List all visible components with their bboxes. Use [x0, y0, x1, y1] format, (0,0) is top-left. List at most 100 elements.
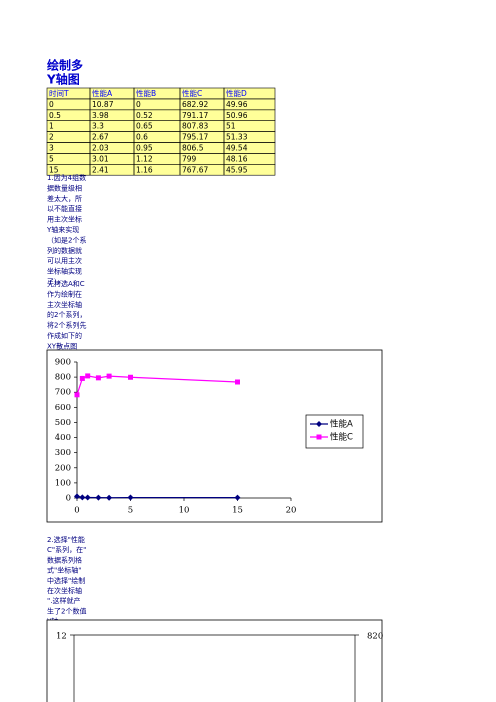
table: 时间T 性能A 性能B 性能C 性能D 0 10.87 0 682.92 49.96 0.5 3.98… [46, 87, 276, 176]
y-tick-label: 200 [55, 463, 71, 473]
marker [95, 494, 102, 501]
chart: 12 820 [56, 632, 383, 702]
note-line: 差太大，所 [47, 194, 82, 203]
note-line: XY散点图 [47, 341, 77, 350]
chart-frame [46, 619, 383, 702]
y-tick-label: 100 [55, 478, 71, 488]
cell-text: 45.95 [226, 165, 248, 174]
cell-text: 48.16 [226, 154, 248, 163]
cell-text: 50.96 [226, 111, 248, 120]
note-line: 中选择"绘制 [47, 576, 85, 585]
note-line: 了） [47, 278, 61, 286]
note-line: 1.因为4组数 [47, 173, 86, 182]
marker [85, 373, 91, 379]
marker [316, 421, 322, 427]
note-line: 先拷选A和C [47, 279, 85, 288]
note-line: 用主次坐标 [47, 215, 82, 224]
cell-text: 0.5 [49, 111, 61, 120]
marker [79, 494, 86, 501]
marker [128, 374, 133, 380]
cell-text: 0.6 [136, 133, 148, 142]
note-line: 作为绘制在 [47, 289, 82, 298]
cell-text: 0.65 [136, 122, 153, 131]
header-cell-text: 性能B [136, 88, 156, 98]
marker [234, 494, 241, 501]
cell-text: 49.96 [226, 100, 248, 109]
cell-text: 1.12 [136, 154, 153, 163]
notes: 1.因为4组数据数量级相差太大，所以不能直接用主次坐标Y轴来实现（如是2个系列的… [46, 173, 86, 626]
marker [106, 373, 112, 379]
y-tick-label: 0 [66, 494, 71, 504]
x-tick-label: 0 [74, 506, 79, 516]
marker [316, 434, 322, 440]
note-line: 可以用主次 [47, 256, 82, 265]
cell-text: 49.54 [226, 143, 248, 152]
x-tick-label: 10 [179, 506, 190, 516]
cell-text: 791.17 [182, 111, 208, 120]
y-tick-label: 900 [55, 358, 71, 368]
note-line: 在次坐标轴 [47, 586, 82, 595]
table-cell [223, 164, 276, 176]
cell-text: 51 [226, 122, 236, 131]
note-line: 作成如下的 [47, 331, 82, 340]
note-line: C"系列，在" [47, 545, 86, 554]
cell-text: 806.5 [182, 143, 204, 152]
x-tick-label: 15 [232, 506, 243, 516]
title-line: 绘制多 [47, 58, 83, 73]
cell-text: 51.33 [226, 133, 248, 142]
note-line: 的2个系列， [47, 310, 86, 319]
cell-text: 5 [49, 154, 54, 163]
note-line: 主次坐标轴 [47, 300, 82, 309]
header-cell-text: 时间T [49, 88, 69, 98]
y-tick-label: 400 [55, 433, 71, 443]
cell-text: 3.3 [92, 122, 104, 131]
cell-text: 10.87 [92, 100, 114, 109]
marker [235, 379, 240, 385]
y-tick-label: 12 [56, 632, 67, 642]
y2-tick-label: 820 [367, 632, 383, 642]
header-cell-text: 性能C [182, 88, 202, 98]
cell-text: 1 [49, 122, 54, 131]
marker [95, 375, 101, 381]
header-cell-text: 性能A [92, 88, 113, 98]
cell-text: 0 [49, 100, 54, 109]
cell-text: 3 [49, 143, 54, 152]
note-line: 式"坐标轴" [47, 566, 81, 575]
note-line: 列的数据就 [47, 246, 82, 255]
marker [106, 494, 113, 501]
legend-label: 性能A [330, 419, 353, 430]
header-cell-text: 性能D [226, 88, 247, 98]
x-tick-label: 5 [128, 506, 133, 516]
legend-label: 性能C [330, 432, 353, 443]
note-line: 生了2个数值 [47, 606, 86, 615]
title-line: Y轴图 [46, 72, 80, 87]
y-tick-label: 700 [55, 388, 71, 398]
marker [84, 494, 91, 501]
cell-text: 682.92 [182, 100, 208, 109]
note-line: 2.选择"性能 [47, 535, 85, 544]
cell-text: 0.95 [136, 143, 153, 152]
note-line: 以不能直接 [47, 204, 82, 213]
x-tick-label: 20 [286, 506, 297, 516]
cell-text: 2.03 [92, 143, 109, 152]
cell-text: 799 [182, 154, 197, 163]
cell-text: 0 [136, 100, 141, 109]
note-line: Y轴来实现 [46, 225, 79, 234]
note-line: 将2个系列先 [47, 321, 86, 330]
cell-text: 807.83 [182, 122, 208, 131]
cell-text: 795.17 [182, 133, 208, 142]
note-line: ".这样就产 [47, 596, 80, 605]
cell-text: 2 [49, 133, 54, 142]
marker [74, 493, 80, 500]
marker [79, 375, 85, 381]
note-line: （如是2个系 [47, 235, 86, 244]
marker [74, 392, 80, 398]
cell-text: 2.41 [92, 165, 109, 174]
note-line: 数据系列格 [47, 555, 82, 564]
y-tick-label: 300 [55, 448, 71, 458]
marker [127, 494, 134, 501]
y-tick-label: 800 [55, 373, 71, 383]
note-line: 据数量级相 [47, 183, 82, 192]
